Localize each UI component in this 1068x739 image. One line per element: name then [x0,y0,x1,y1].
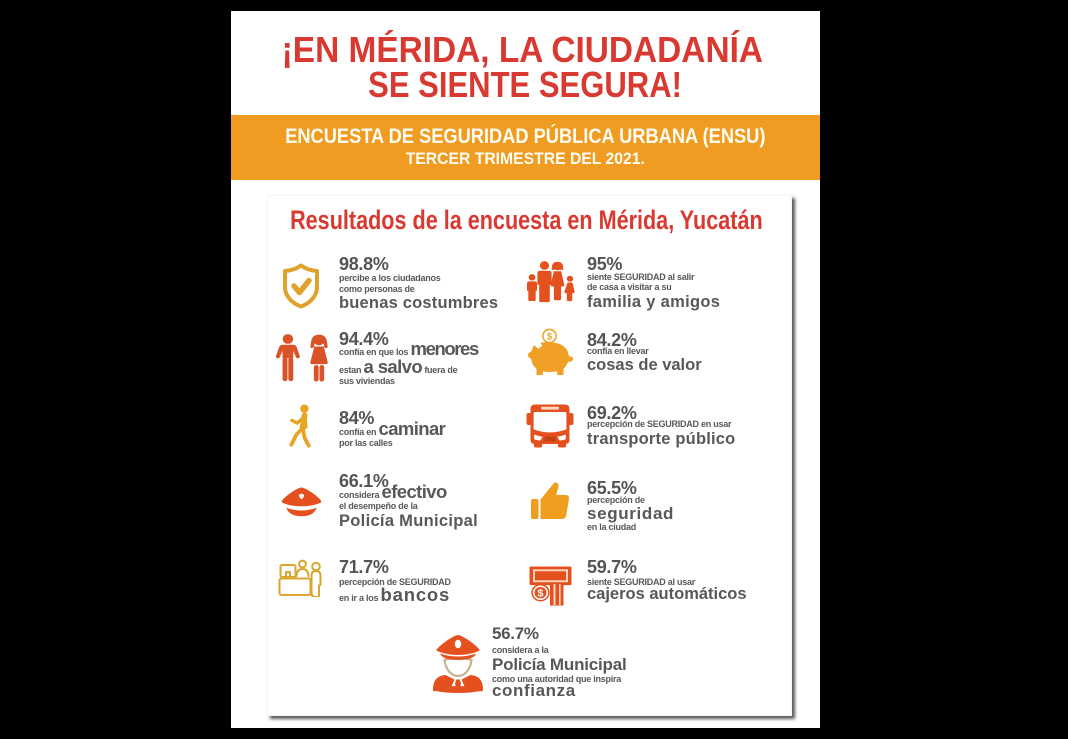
svg-text:$: $ [547,331,553,342]
svg-text:$: $ [537,588,543,600]
